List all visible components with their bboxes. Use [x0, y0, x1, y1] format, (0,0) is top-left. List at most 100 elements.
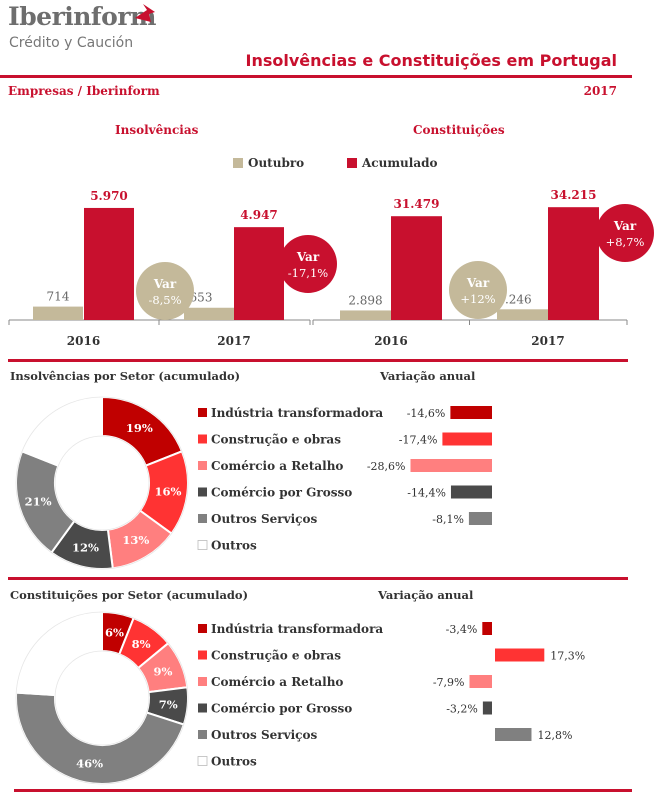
bar-1-outubro-0: [340, 310, 391, 320]
legend-outubro-label: Outubro: [248, 156, 305, 170]
pie2-legend-label-3: Comércio por Grosso: [211, 702, 352, 716]
bar-0-acumulado-label-0: 5.970: [90, 189, 128, 203]
bar-1-category-1: 2017: [531, 334, 564, 348]
pie2-variation-bar-0: [482, 622, 492, 635]
pie1-slice-label-0: 19%: [126, 421, 153, 435]
pie1-variation-label-4: -8,1%: [432, 513, 464, 526]
pie1-variation-bar-4: [468, 512, 492, 525]
bar-1-outubro-1: [497, 309, 548, 320]
section-rule-3: [14, 789, 632, 792]
pie2-variation-label-0: -3,4%: [446, 623, 478, 636]
pie2-variation-bar-3: [482, 701, 492, 715]
pie2-legend-swatch-2: [198, 677, 207, 686]
pie2-legend-label-1: Construção e obras: [211, 649, 341, 663]
pie2-legend-swatch-4: [198, 730, 207, 739]
bar-0-var-title-1: Var: [296, 250, 320, 264]
bar-1-outubro-label-0: 2.898: [348, 293, 382, 307]
pie1-variation-label-1: -17,4%: [399, 434, 438, 447]
bar-0-acumulado-1: [234, 227, 284, 320]
pie2-variation-bar-2: [469, 675, 492, 688]
logo-text: Iberinform: [8, 2, 156, 31]
pie2-legend-swatch-0: [198, 624, 207, 633]
pie1-outline: [15, 396, 189, 570]
bar-0-category-0: 2016: [67, 334, 100, 348]
pie1-legend-label-4: Outros Serviços: [211, 512, 317, 526]
bar-0-outubro-0: [33, 306, 83, 320]
pie1-slice-label-1: 16%: [155, 484, 182, 498]
bar-1-category-0: 2016: [374, 334, 407, 348]
bar-0-acumulado-label-1: 4.947: [240, 208, 278, 222]
legend-acumulado-swatch: [347, 158, 357, 168]
pie2-slice-label-4: 46%: [76, 756, 103, 770]
pie2-legend-label-5: Outros: [211, 755, 257, 769]
pie2-variation-bar-4: [495, 728, 532, 741]
pie-1-variation-title: Variação anual: [380, 369, 476, 383]
pie1-legend-swatch-5: [197, 540, 208, 550]
pie1-legend-swatch-2: [198, 461, 207, 470]
logo-subtitle: Crédito y Caución: [9, 35, 134, 51]
pie-chart-2: 6% 8%9% 7% 46% Indústria transformadora Const…: [15, 610, 585, 785]
pie2-slice-5: [15, 610, 103, 697]
pie1-variation-bar-2: [410, 459, 492, 472]
bar-0-var-title-0: Var: [153, 277, 177, 291]
bar-0-var-value-0: -8,5%: [148, 293, 181, 307]
bar-1-acumulado-label-1: 34.215: [551, 188, 597, 202]
pie1-slice-label-3: 12%: [72, 540, 99, 554]
legend-acumulado-label: Acumulado: [362, 156, 438, 170]
bar-charts: 714 5.970 2016 653 4.947 2017 Var -8,5% Var -17,1…: [8, 188, 654, 348]
pie1-legend-label-1: Construção e obras: [211, 433, 341, 447]
pie2-legend-swatch-1: [198, 650, 207, 660]
section-rule-1: [8, 359, 628, 362]
bar-1-acumulado-1: [548, 207, 599, 320]
pie2-slice-label-2: 9%: [154, 665, 173, 679]
header-rule: [0, 75, 632, 78]
pie2-legend-swatch-3: [198, 703, 207, 713]
bar-1-var-bubble-1: [596, 204, 654, 262]
pie1-variation-label-3: -14,4%: [407, 487, 446, 500]
pie2-variation-label-3: -3,2%: [446, 703, 478, 716]
bar-0-outubro-1: [184, 307, 234, 320]
page-year: 2017: [583, 84, 617, 98]
pie1-variation-label-2: -28,6%: [367, 460, 406, 473]
pie2-slice-label-0: 6%: [105, 626, 124, 640]
bar-1-var-title-0: Var: [466, 276, 490, 290]
pie1-legend-label-0: Indústria transformadora: [211, 406, 383, 420]
bar-0-outubro-label-1: 653: [190, 291, 213, 305]
logo-bird-icon: [135, 4, 155, 22]
pie-1-title: Insolvências por Setor (acumulado): [10, 369, 241, 383]
pie1-slice-label-4: 21%: [25, 495, 52, 509]
bar-0-var-value-1: -17,1%: [288, 266, 328, 280]
bar-0-outubro-label-0: 714: [47, 290, 70, 304]
pie-chart-1: 19% 16% 13% 12% 21% Indústria transformadora C…: [15, 395, 492, 570]
pie2-legend-swatch-5: [197, 756, 208, 766]
page-title: Insolvências e Constituições em Portugal: [245, 51, 618, 70]
pie2-variation-label-2: -7,9%: [433, 676, 465, 689]
bar-0-acumulado-0: [84, 207, 134, 320]
pie1-variation-label-0: -14,6%: [407, 407, 446, 420]
pie1-slice-label-2: 13%: [122, 533, 149, 547]
bar-1-var-value-0: +12%: [460, 292, 495, 306]
pie1-legend-swatch-3: [198, 487, 207, 497]
pie2-slice-label-3: 7%: [159, 697, 178, 711]
section-rule-2: [8, 577, 628, 580]
pie1-variation-bar-1: [442, 432, 492, 446]
pie1-variation-bar-3: [450, 485, 492, 499]
bar-1-acumulado-label-0: 31.479: [394, 197, 440, 211]
pie1-inner-outline: [54, 435, 150, 531]
pie1-legend-swatch-0: [198, 408, 207, 417]
bar-chart-2-title: Constituições: [413, 123, 505, 137]
pie2-slice-label-1: 8%: [132, 637, 151, 651]
pie1-variation-bar-0: [450, 406, 492, 419]
pie2-legend-label-0: Indústria transformadora: [211, 622, 383, 636]
pie1-legend-swatch-1: [198, 434, 207, 444]
pie2-variation-label-4: 12,8%: [537, 729, 572, 742]
pie2-inner-outline: [54, 650, 150, 746]
pie-2-variation-title: Variação anual: [378, 588, 474, 602]
pie2-variation-bar-1: [495, 648, 545, 662]
pie2-outline: [15, 611, 189, 785]
bar-0-var-bubble-1: [279, 235, 337, 293]
legend-outubro-swatch: [233, 158, 243, 168]
bar-0-category-1: 2017: [217, 334, 250, 348]
pie2-legend-label-2: Comércio a Retalho: [211, 675, 343, 689]
pie1-legend-label-2: Comércio a Retalho: [211, 459, 343, 473]
